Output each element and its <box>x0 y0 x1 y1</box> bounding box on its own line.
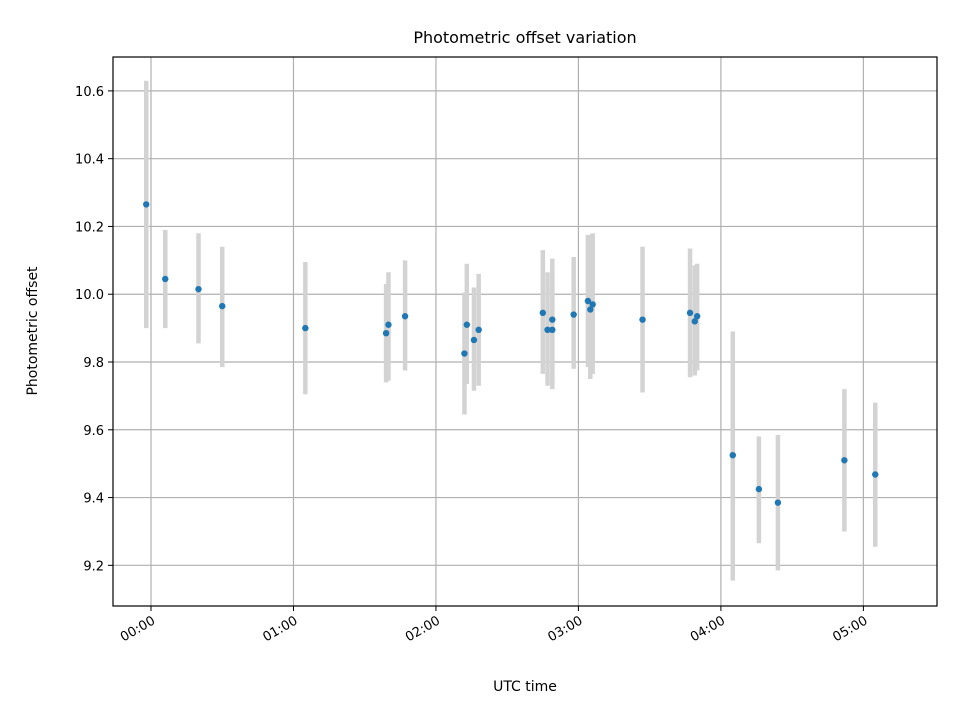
data-point <box>195 285 202 293</box>
data-point <box>463 321 471 328</box>
data-point <box>461 350 468 357</box>
data-point <box>143 201 150 208</box>
chart-title: Photometric offset variation <box>413 28 636 47</box>
y-tick-label: 9.6 <box>83 424 104 439</box>
y-tick-label: 9.8 <box>83 356 104 371</box>
x-axis-label: UTC time <box>493 679 557 695</box>
y-tick-label: 10.0 <box>75 288 104 303</box>
data-point <box>382 329 390 337</box>
data-point <box>589 301 596 308</box>
y-tick-label: 10.4 <box>75 153 104 168</box>
data-point <box>755 485 763 493</box>
data-point <box>639 316 646 323</box>
data-point <box>584 297 592 305</box>
data-point <box>470 336 478 344</box>
y-tick-label: 9.2 <box>83 559 104 574</box>
data-point <box>691 318 698 325</box>
data-point <box>872 471 879 478</box>
data-point <box>219 302 226 310</box>
data-points <box>143 201 879 506</box>
data-point <box>774 499 782 506</box>
data-point <box>841 457 848 464</box>
data-point <box>544 326 551 334</box>
y-axis-label: Photometric offset <box>25 266 41 396</box>
y-tick-label: 10.2 <box>75 220 104 235</box>
data-point <box>587 306 594 313</box>
grid-lines <box>113 57 937 606</box>
data-point <box>302 324 309 332</box>
data-point <box>549 316 556 323</box>
data-point <box>401 313 409 320</box>
data-point <box>549 326 556 334</box>
data-point <box>475 326 482 334</box>
data-point <box>570 311 577 318</box>
data-point <box>693 313 701 320</box>
plot-frame <box>112 56 938 607</box>
data-point <box>686 309 694 317</box>
y-tick-label: 9.4 <box>83 492 104 507</box>
data-point <box>539 309 547 317</box>
data-point <box>729 451 736 459</box>
y-tick-label: 10.6 <box>75 85 104 100</box>
data-point <box>385 321 392 328</box>
data-point <box>162 275 169 283</box>
